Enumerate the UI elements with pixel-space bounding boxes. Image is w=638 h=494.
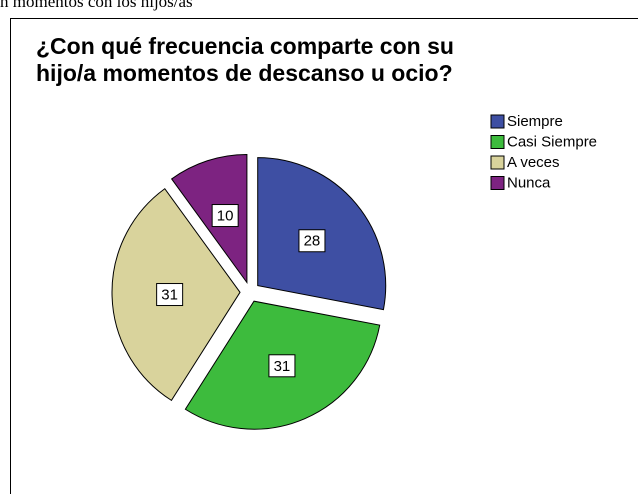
data-label: 10 [217,208,234,225]
legend-label: Casi Siempre [507,133,597,150]
data-label: 31 [161,286,178,303]
legend-label: Nunca [507,174,551,191]
data-label-box [268,354,296,378]
data-label-box [211,204,239,228]
legend-label: A veces [507,154,560,171]
chart-title: ¿Con qué frecuencia comparte con su hijo/… [36,33,454,86]
data-label: 31 [274,358,291,375]
legend-label: Siempre [507,113,563,130]
caption: n momentos con los hijos/as [0,0,193,11]
data-label-box [298,229,326,253]
legend-swatch [490,176,505,190]
legend-swatch [490,135,505,149]
data-label: 28 [304,233,321,250]
pie-slice [170,153,248,285]
data-label-box [156,283,184,307]
legend-swatch [490,114,505,129]
legend-swatch [490,155,505,170]
